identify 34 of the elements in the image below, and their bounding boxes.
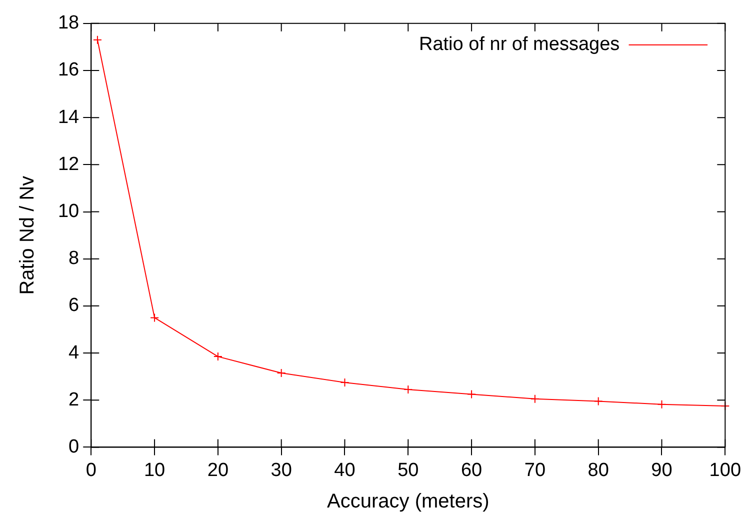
y-tick-label: 0 — [68, 436, 80, 458]
x-tick-label: 90 — [651, 460, 672, 481]
x-axis-title: Accuracy (meters) — [327, 490, 490, 513]
y-tick-label: 6 — [68, 295, 80, 316]
y-axis-title: Ratio Nd / Nv — [16, 176, 39, 295]
point — [92, 35, 102, 44]
point — [150, 313, 160, 322]
y-tick-label: 12 — [58, 154, 80, 175]
x-tick-label: 70 — [524, 460, 546, 481]
y-tick-label: 4 — [68, 342, 80, 364]
x-tick-label: 100 — [709, 460, 741, 481]
x-tick-label: 20 — [207, 460, 229, 481]
point — [657, 400, 666, 409]
y-tick-label: 18 — [58, 12, 80, 34]
point — [213, 352, 222, 362]
x-tick-label: 80 — [588, 460, 609, 481]
y-tick-label: 2 — [68, 389, 80, 410]
x-tick-label: 50 — [398, 460, 419, 481]
x-tick-label: 0 — [86, 460, 96, 481]
y-tick-label: 10 — [58, 200, 80, 222]
x-tick-label: 60 — [460, 460, 482, 481]
y-tick-label: 16 — [58, 60, 80, 81]
point — [594, 396, 603, 406]
x-tick-label: 30 — [270, 460, 292, 481]
point — [340, 378, 350, 387]
y-tick-label: 14 — [58, 106, 80, 128]
point — [404, 385, 413, 394]
x-tick-label: 10 — [144, 460, 166, 481]
point — [276, 368, 286, 378]
legend-label: Ratio of nr of messages — [418, 34, 620, 56]
point — [530, 394, 540, 404]
y-tick-label: 8 — [68, 248, 80, 270]
x-tick-label: 40 — [334, 460, 356, 481]
point — [467, 390, 476, 399]
